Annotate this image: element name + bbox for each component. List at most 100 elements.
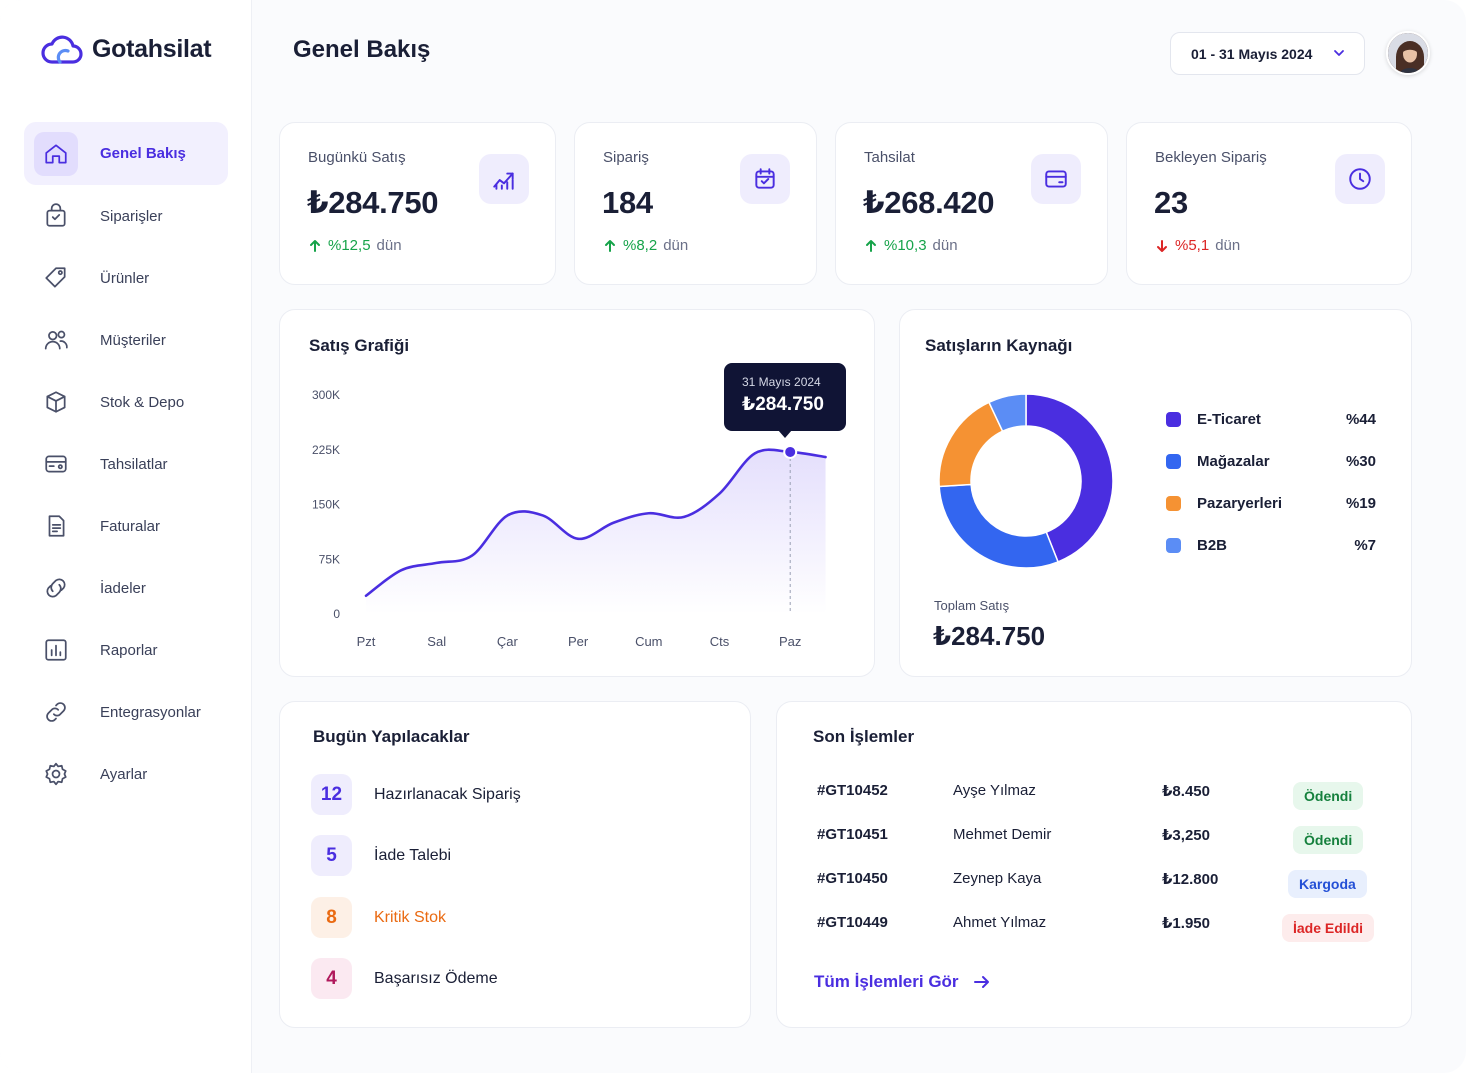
x-tick-label: Çar	[497, 634, 519, 649]
legend-value: %19	[1345, 495, 1376, 512]
card-icon	[1031, 154, 1081, 204]
task-label: Hazırlanacak Sipariş	[374, 785, 521, 803]
sidebar-nav: Genel Bakış Siparişler Ürünler Müşterile…	[24, 122, 228, 805]
table-row[interactable]: #GT10452 Ayşe Yılmaz ₺8.450 Ödendi	[817, 777, 1377, 810]
sidebar-item-urunler[interactable]: Ürünler	[24, 247, 228, 309]
sidebar-item-label: Siparişler	[100, 207, 163, 225]
table-row[interactable]: #GT10449 Ahmet Yılmaz ₺1.950 İade Edildi	[817, 909, 1377, 942]
sidebar-item-iadeler[interactable]: İadeler	[24, 557, 228, 619]
tx-id: #GT10451	[817, 826, 888, 843]
date-range-picker[interactable]: 01 - 31 Mayıs 2024	[1170, 32, 1365, 75]
tag-icon	[34, 256, 78, 300]
sidebar-item-label: Müşteriler	[100, 331, 166, 349]
stat-delta-value: %8,2	[623, 237, 658, 254]
wallet-icon	[34, 442, 78, 486]
view-all-transactions-link[interactable]: Tüm İşlemleri Gör	[814, 972, 991, 992]
donut-slice-e-ticaret[interactable]	[1025, 393, 1114, 563]
sidebar-item-siparisler[interactable]: Siparişler	[24, 185, 228, 247]
gear-icon	[34, 752, 78, 796]
legend-label: Pazaryerleri	[1197, 495, 1283, 512]
stat-value: 184	[602, 185, 653, 220]
task-count: 8	[311, 897, 352, 938]
sidebar-item-entegrasyonlar[interactable]: Entegrasyonlar	[24, 681, 228, 743]
legend-label: B2B	[1197, 537, 1228, 554]
tx-customer: Mehmet Demir	[953, 826, 1052, 843]
sales-area	[366, 449, 826, 614]
highlight-point[interactable]	[783, 444, 798, 459]
legend-swatch	[1166, 412, 1181, 427]
stat-delta-value: %10,3	[884, 237, 927, 254]
stat-delta-suffix: dün	[1215, 237, 1241, 254]
stat-card-siparis[interactable]: Sipariş 184 %8,2 dün	[574, 122, 817, 285]
tasks-title: Bugün Yapılacaklar	[313, 727, 470, 746]
y-tick-label: 300K	[312, 388, 340, 402]
tx-customer: Ahmet Yılmaz	[953, 914, 1047, 931]
arrow-up-icon	[866, 239, 876, 252]
stat-delta: %10,3 dün	[864, 237, 958, 254]
brand-name: Gotahsilat	[92, 34, 212, 63]
stat-card-bugunku-satis[interactable]: Bugünkü Satış ₺284.750 %12,5 dün	[279, 122, 556, 285]
sidebar-item-label: İadeler	[100, 579, 146, 597]
sidebar-item-faturalar[interactable]: Faturalar	[24, 495, 228, 557]
report-icon	[34, 628, 78, 672]
sidebar-item-stok-depo[interactable]: Stok & Depo	[24, 371, 228, 433]
sidebar-item-label: Ayarlar	[100, 765, 148, 783]
avatar-image	[1388, 33, 1428, 73]
sidebar: Gotahsilat Genel Bakış Siparişler Ürünle…	[0, 0, 252, 1073]
x-tick-label: Paz	[779, 634, 801, 649]
sidebar-item-tahsilatlar[interactable]: Tahsilatlar	[24, 433, 228, 495]
task-item[interactable]: 12 Hazırlanacak Sipariş	[311, 774, 521, 815]
status-badge: Kargoda	[1288, 870, 1367, 898]
status-badge: İade Edildi	[1282, 914, 1375, 942]
page-title: Genel Bakış	[293, 36, 431, 63]
tx-amount: ₺8.450	[1162, 783, 1210, 800]
legend-item-magazalar: Mağazalar %30	[1166, 453, 1376, 470]
y-tick-label: 75K	[319, 552, 340, 566]
tx-id: #GT10450	[817, 870, 888, 887]
tx-customer: Zeynep Kaya	[953, 870, 1042, 887]
stat-delta: %5,1 dün	[1155, 237, 1240, 254]
donut-slice-pazaryerleri[interactable]	[938, 401, 1004, 488]
sidebar-item-label: Faturalar	[100, 517, 161, 535]
total-sales-value: ₺284.750	[933, 621, 1046, 651]
task-label: İade Talebi	[374, 846, 452, 864]
stat-delta-suffix: dün	[376, 237, 402, 254]
sidebar-item-ayarlar[interactable]: Ayarlar	[24, 743, 228, 805]
return-icon	[34, 566, 78, 610]
task-item[interactable]: 8 Kritik Stok	[311, 897, 446, 938]
stat-value: ₺284.750	[307, 185, 439, 220]
shopping-bag-icon	[34, 194, 78, 238]
stat-delta: %8,2 dün	[603, 237, 688, 254]
user-avatar[interactable]	[1386, 31, 1430, 75]
task-label: Kritik Stok	[374, 908, 447, 926]
tx-amount: ₺3,250	[1162, 827, 1210, 844]
legend-value: %44	[1345, 411, 1376, 428]
sidebar-item-musteriler[interactable]: Müşteriler	[24, 309, 228, 371]
table-row[interactable]: #GT10450 Zeynep Kaya ₺12.800 Kargoda	[817, 865, 1377, 898]
arrow-up-icon	[310, 239, 320, 252]
x-tick-label: Per	[568, 634, 589, 649]
transactions-title: Son İşlemler	[813, 727, 915, 746]
legend-value: %7	[1354, 537, 1376, 554]
donut-slice-b2b[interactable]	[987, 393, 1027, 433]
donut-slice-ma-azalar[interactable]	[938, 483, 1060, 569]
stat-card-tahsilat[interactable]: Tahsilat ₺268.420 %10,3 dün	[835, 122, 1108, 285]
calendar-icon	[740, 154, 790, 204]
legend-label: Mağazalar	[1197, 453, 1270, 470]
task-item[interactable]: 4 Başarısız Ödeme	[311, 958, 498, 999]
status-badge: Ödendi	[1293, 826, 1364, 854]
stat-label: Tahsilat	[864, 149, 915, 166]
task-item[interactable]: 5 İade Talebi	[311, 835, 451, 876]
sidebar-item-raporlar[interactable]: Raporlar	[24, 619, 228, 681]
sales-chart-title: Satış Grafiği	[309, 336, 410, 355]
task-count: 5	[311, 835, 352, 876]
recent-transactions-card: Son İşlemler #GT10452 Ayşe Yılmaz ₺8.450…	[776, 701, 1412, 1028]
tx-id: #GT10449	[817, 914, 888, 931]
table-row[interactable]: #GT10451 Mehmet Demir ₺3,250 Ödendi	[817, 821, 1377, 854]
stat-card-bekleyen-siparis[interactable]: Bekleyen Sipariş 23 %5,1 dün	[1126, 122, 1412, 285]
legend-value: %30	[1345, 453, 1376, 470]
stat-delta-value: %5,1	[1175, 237, 1210, 254]
brand-logo[interactable]: Gotahsilat	[40, 32, 212, 66]
sidebar-item-genel-bakis[interactable]: Genel Bakış	[24, 122, 228, 185]
sidebar-item-label: Tahsilatlar	[100, 455, 168, 473]
